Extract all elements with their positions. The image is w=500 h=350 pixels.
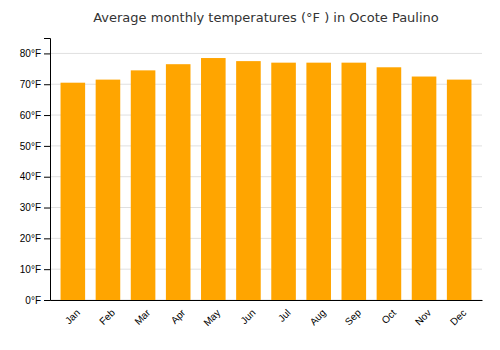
- x-tick-label: Feb: [97, 307, 117, 327]
- grid-line: [50, 53, 482, 54]
- x-tick-label: Oct: [379, 307, 398, 326]
- x-tick-label: Jun: [238, 307, 257, 326]
- y-tick: 30°F: [20, 202, 50, 213]
- x-tick: Jun: [238, 307, 257, 326]
- y-tick-mark: [44, 115, 50, 116]
- bar: [342, 63, 367, 300]
- y-tick-mark: [44, 53, 50, 54]
- y-tick-mark: [44, 208, 50, 209]
- x-tick: Dec: [448, 307, 468, 327]
- x-tick: Feb: [97, 307, 117, 327]
- y-tick-mark: [44, 146, 50, 147]
- y-tick: 10°F: [20, 264, 50, 275]
- x-axis: Jan Feb Mar Apr May Jun Jul Aug Sep Oct Nov Dec: [51, 301, 483, 329]
- y-tick-mark: [44, 238, 50, 239]
- bar: [306, 63, 331, 300]
- y-tick: 20°F: [20, 233, 50, 244]
- bar: [131, 70, 156, 300]
- y-tick-label: 30°F: [20, 202, 41, 213]
- x-tick-label: Aug: [308, 307, 328, 327]
- x-axis-line: [51, 300, 483, 301]
- bars: [61, 58, 472, 300]
- bar: [166, 64, 191, 300]
- y-tick-label: 10°F: [20, 264, 41, 275]
- bar: [61, 83, 86, 300]
- chart: 0°F 10°F 20°F 30°F 40°F 50°F 60°F 70°F 80°F Jan Fe…: [0, 0, 500, 350]
- bar: [377, 67, 402, 300]
- x-tick: Aug: [308, 307, 328, 327]
- grid: [50, 53, 482, 300]
- y-tick-label: 70°F: [20, 79, 41, 90]
- y-tick: 50°F: [20, 141, 50, 152]
- y-tick: 0°F: [25, 295, 50, 306]
- x-tick-label: Mar: [132, 307, 152, 327]
- y-tick: 70°F: [20, 79, 50, 90]
- x-tick-label: Dec: [448, 307, 468, 327]
- y-tick-mark: [44, 269, 50, 270]
- y-tick-label: 60°F: [20, 110, 41, 121]
- y-tick-mark: [44, 300, 50, 301]
- y-tick: 60°F: [20, 110, 50, 121]
- y-tick: 80°F: [20, 48, 50, 59]
- plot: 0°F 10°F 20°F 30°F 40°F 50°F 60°F 70°F 80°F Jan Fe…: [20, 39, 483, 329]
- x-tick: Jan: [63, 307, 82, 326]
- bar: [447, 80, 472, 300]
- x-tick: Apr: [169, 307, 188, 326]
- title: Average monthly temperatures (°F ) in Oc…: [93, 10, 439, 25]
- x-tick: Nov: [413, 307, 433, 327]
- y-tick-mark: [44, 177, 50, 178]
- x-tick: Oct: [379, 307, 398, 326]
- x-tick-label: Nov: [413, 307, 433, 327]
- bar: [412, 77, 437, 300]
- x-tick: Sep: [343, 307, 364, 328]
- x-tick: Jul: [276, 307, 293, 324]
- y-axis: 0°F 10°F 20°F 30°F 40°F 50°F 60°F 70°F 80°F: [20, 39, 51, 306]
- y-tick-label: 20°F: [20, 233, 41, 244]
- y-tick-label: 80°F: [20, 48, 41, 59]
- x-tick-label: Jul: [276, 307, 293, 324]
- x-tick-label: Jan: [63, 307, 82, 326]
- x-tick: Mar: [132, 307, 152, 327]
- x-tick: May: [201, 307, 222, 328]
- y-tick: 40°F: [20, 171, 50, 182]
- y-tick-label: 50°F: [20, 141, 41, 152]
- bar: [236, 61, 261, 300]
- bar: [96, 80, 121, 300]
- bar: [201, 58, 226, 300]
- bar: [271, 63, 296, 300]
- x-tick-label: Sep: [343, 307, 364, 328]
- y-tick-label: 40°F: [20, 171, 41, 182]
- x-tick-label: Apr: [169, 307, 188, 326]
- y-tick-label: 0°F: [25, 295, 41, 306]
- y-tick-mark: [44, 84, 50, 85]
- y-axis-line: [44, 39, 51, 301]
- x-tick-label: May: [201, 307, 222, 328]
